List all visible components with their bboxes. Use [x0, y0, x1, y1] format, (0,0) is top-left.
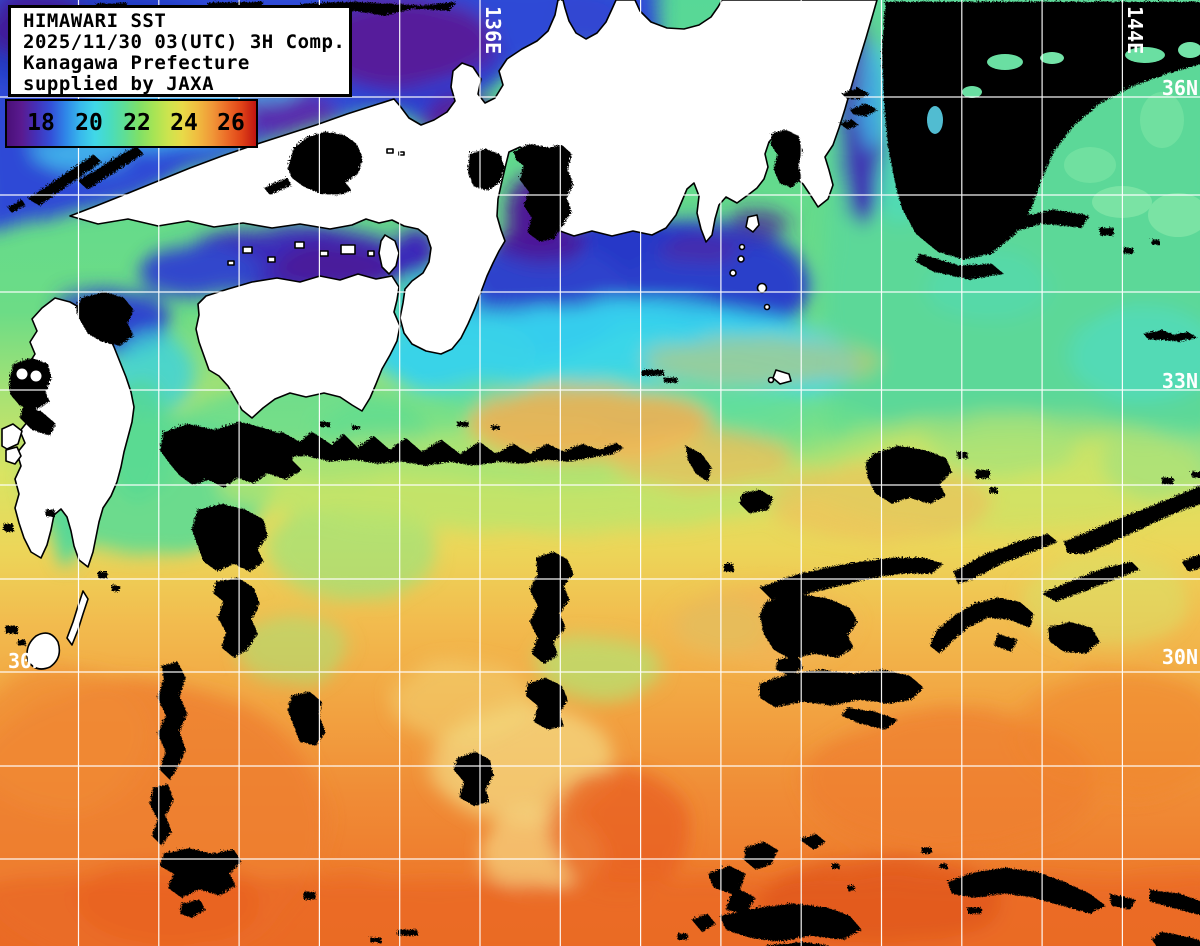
info-box: HIMAWARI SST 2025/11/30 03(UTC) 3H Comp.… [8, 5, 352, 97]
info-line-region: Kanagawa Prefecture [23, 52, 250, 74]
info-line-datetime: 2025/11/30 03(UTC) 3H Comp. [23, 31, 346, 53]
colorbar-tick-20: 20 [75, 109, 103, 136]
colorbar-tick-24: 24 [170, 109, 198, 136]
grid-labels: 136E 144E 36N 33N 30N 30N [8, 6, 1198, 673]
lat-label-33n-right: 33N [1162, 369, 1198, 393]
lat-label-36n-right: 36N [1162, 76, 1198, 100]
info-line-product: HIMAWARI SST [23, 10, 167, 32]
info-line-source: supplied by JAXA [23, 73, 215, 95]
colorbar: 18 20 22 24 26 [5, 99, 258, 148]
land-shikoku [195, 273, 401, 419]
colorbar-tick-26: 26 [217, 109, 245, 136]
lon-label-136e: 136E [481, 6, 505, 54]
lat-label-30n-right: 30N [1162, 645, 1198, 669]
lat-label-30n-left: 30N [8, 649, 44, 673]
colorbar-tick-22: 22 [123, 109, 151, 136]
colorbar-gradient [7, 101, 256, 146]
colorbar-tick-18: 18 [27, 109, 55, 136]
lon-label-144e: 144E [1123, 6, 1147, 54]
land-small-islands [1, 56, 792, 670]
land-awaji [378, 234, 400, 275]
